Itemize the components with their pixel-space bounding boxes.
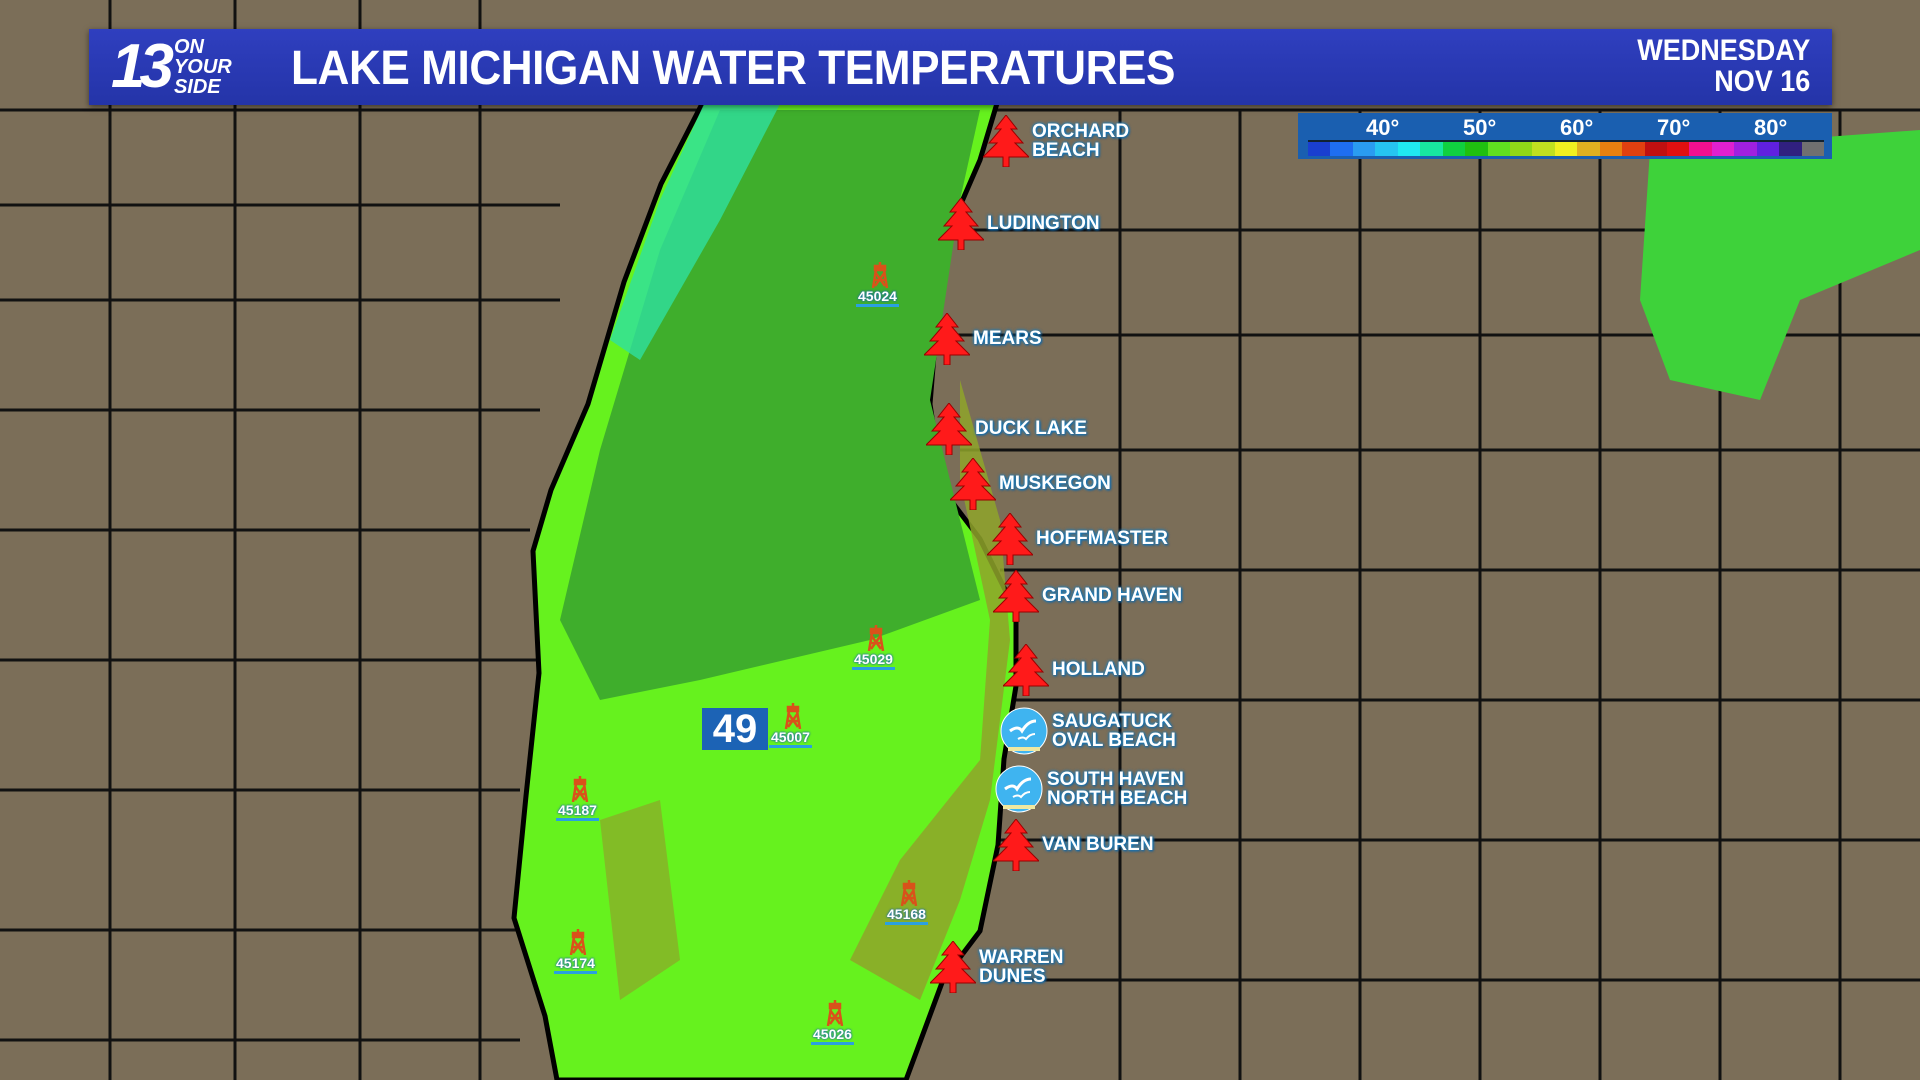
green-cloud-ne: [1640, 130, 1920, 400]
legend-label: 70°: [1657, 115, 1691, 140]
legend-swatch: [1711, 142, 1735, 156]
buoy-icon[interactable]: [866, 625, 886, 656]
legend-swatch: [1756, 142, 1780, 156]
buoy-id-label: 45174: [554, 955, 597, 974]
date-label: NOV 16: [1713, 65, 1810, 98]
buoy-icon[interactable]: [783, 703, 803, 734]
beach-gull-icon[interactable]: [1000, 707, 1048, 760]
temperature-legend: 40° 50° 60° 70° 80°: [1298, 113, 1832, 159]
buoy-id-label: 45026: [811, 1026, 854, 1045]
legend-swatch: [1532, 142, 1555, 156]
logo-text: ON YOUR SIDE: [173, 36, 232, 98]
day-label: WEDNESDAY: [1636, 34, 1810, 67]
date-display: WEDNESDAY NOV 16: [1637, 35, 1810, 97]
legend-swatch: [1734, 142, 1757, 156]
park-tree-icon[interactable]: [981, 114, 1031, 172]
logo-number: 13: [111, 32, 174, 101]
buoy-id-label: 45168: [885, 906, 928, 925]
buoy-icon[interactable]: [899, 880, 919, 911]
legend-label: 40°: [1366, 115, 1400, 140]
buoy-id-label: 45024: [856, 288, 899, 307]
park-tree-icon[interactable]: [922, 312, 972, 370]
park-tree-icon[interactable]: [936, 197, 986, 255]
temperature-readout: 49: [702, 708, 768, 750]
legend-swatch: [1375, 142, 1398, 156]
park-label: HOFFMASTER: [1036, 528, 1168, 549]
beach-gull-icon[interactable]: [995, 765, 1043, 818]
page-title: LAKE MICHIGAN WATER TEMPERATURES: [291, 42, 1176, 95]
legend-swatch: [1420, 142, 1443, 156]
buoy-id-label: 45187: [556, 802, 599, 821]
park-label: VAN BUREN: [1042, 834, 1154, 855]
legend-swatch: [1644, 142, 1667, 156]
park-tree-icon[interactable]: [991, 818, 1041, 876]
park-label: MUSKEGON: [999, 473, 1111, 494]
park-label: DUCK LAKE: [975, 418, 1087, 439]
color-scale-bar: [1308, 140, 1825, 156]
legend-swatch: [1509, 142, 1533, 156]
legend-swatch: [1442, 142, 1466, 156]
legend-swatch: [1599, 142, 1623, 156]
park-tree-icon[interactable]: [948, 457, 998, 515]
park-tree-icon[interactable]: [985, 512, 1035, 570]
legend-swatch: [1487, 142, 1510, 156]
park-tree-icon[interactable]: [924, 402, 974, 460]
legend-swatch: [1779, 142, 1802, 156]
buoy-id-label: 45029: [852, 651, 895, 670]
park-label: MEARS: [973, 328, 1042, 349]
legend-swatch: [1667, 142, 1690, 156]
park-label: GRAND HAVEN: [1042, 585, 1183, 606]
buoy-id-label: 45007: [769, 729, 812, 748]
legend-label: 80°: [1754, 115, 1788, 140]
legend-swatch: [1397, 142, 1421, 156]
legend-swatch: [1622, 142, 1645, 156]
legend-swatch: [1801, 142, 1825, 156]
park-label: WARREN DUNES: [979, 947, 1064, 987]
legend-swatch: [1330, 142, 1353, 156]
legend-swatch: [1352, 142, 1376, 156]
park-tree-icon[interactable]: [991, 569, 1041, 627]
legend-swatch: [1465, 142, 1488, 156]
park-tree-icon[interactable]: [928, 940, 978, 998]
legend-swatch: [1554, 142, 1578, 156]
legend-swatch: [1689, 142, 1712, 156]
header-bar: 13 ON YOUR SIDE LAKE MICHIGAN WATER TEMP…: [89, 29, 1832, 105]
beach-label: SAUGATUCK OVAL BEACH: [1052, 711, 1176, 751]
park-label: LUDINGTON: [987, 213, 1100, 234]
park-label: ORCHARD BEACH: [1032, 121, 1130, 161]
beach-label: SOUTH HAVEN NORTH BEACH: [1047, 769, 1188, 809]
park-tree-icon[interactable]: [1001, 643, 1051, 701]
buoy-icon[interactable]: [825, 1000, 845, 1031]
legend-label: 50°: [1463, 115, 1497, 140]
station-logo: 13 ON YOUR SIDE: [111, 35, 254, 99]
buoy-icon[interactable]: [870, 262, 890, 293]
park-label: HOLLAND: [1052, 659, 1145, 680]
legend-swatch: [1577, 142, 1600, 156]
legend-swatch: [1308, 142, 1331, 156]
legend-label: 60°: [1560, 115, 1594, 140]
buoy-icon[interactable]: [570, 776, 590, 807]
buoy-icon[interactable]: [568, 929, 588, 960]
